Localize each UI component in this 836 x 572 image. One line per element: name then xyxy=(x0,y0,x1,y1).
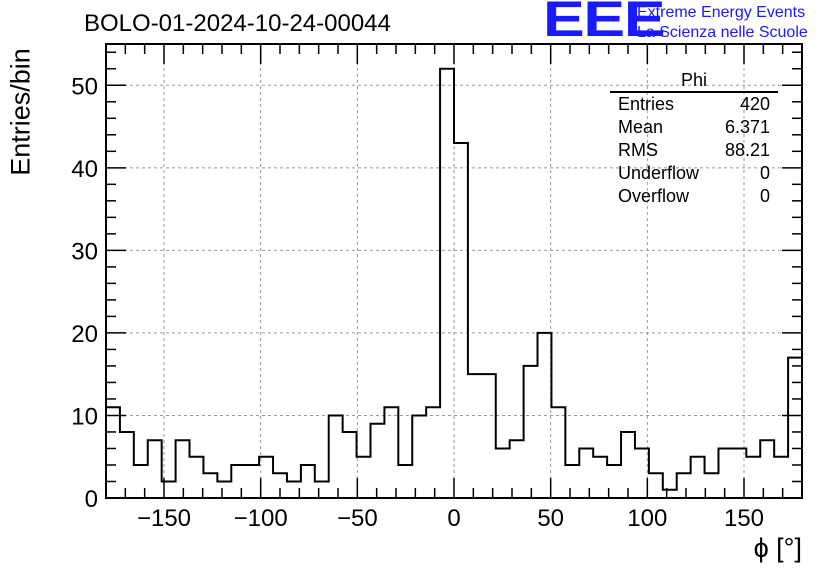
stat-value: 420 xyxy=(739,94,770,114)
histogram-bin xyxy=(440,69,454,498)
histogram-bin xyxy=(663,490,677,498)
x-tick-label: 0 xyxy=(447,505,460,532)
histogram-bin xyxy=(329,415,343,498)
histogram-bin xyxy=(398,465,412,498)
histogram-bin xyxy=(565,465,579,498)
stat-row-underflow: Underflow 0 xyxy=(610,162,778,185)
logo-line-2: La Scienza nelle Scuole xyxy=(637,24,808,41)
y-tick-label: 10 xyxy=(71,403,98,430)
histogram-bin xyxy=(524,366,538,498)
histogram-bin xyxy=(705,473,719,498)
histogram-bin xyxy=(203,473,217,498)
histogram-bin xyxy=(774,457,788,498)
stats-box: Phi Entries 420 Mean 6.371 RMS 88.21 Und… xyxy=(610,70,778,208)
histogram-bin xyxy=(468,374,482,498)
histogram-bin xyxy=(190,457,204,498)
histogram-bin xyxy=(746,457,760,498)
stat-value: 0 xyxy=(759,186,770,206)
stat-value: 88.21 xyxy=(724,140,770,160)
y-tick-label: 0 xyxy=(85,486,98,513)
x-tick-label: −150 xyxy=(137,505,191,532)
histogram-bin xyxy=(315,481,329,498)
histogram-bin xyxy=(579,448,593,498)
eee-logo: EEE xyxy=(543,0,666,47)
stat-label: Overflow xyxy=(618,186,690,206)
x-tick-label: −50 xyxy=(337,505,378,532)
histogram-bin xyxy=(482,374,496,498)
stat-label: Underflow xyxy=(618,163,700,183)
x-tick-label: 50 xyxy=(537,505,564,532)
x-axis-label: ϕ [°] xyxy=(753,533,802,563)
histogram-bin xyxy=(426,407,440,498)
stat-label: RMS xyxy=(618,140,658,160)
histogram-outline xyxy=(105,67,803,498)
histogram-bin xyxy=(788,358,802,498)
histogram-bin xyxy=(384,407,398,498)
stat-label: Mean xyxy=(618,117,664,137)
x-tick-label: 150 xyxy=(724,505,764,532)
y-tick-label: 20 xyxy=(71,321,98,348)
x-tick-label: 100 xyxy=(627,505,667,532)
histogram-bin xyxy=(106,407,120,498)
histogram-bin xyxy=(245,465,259,498)
stat-row-overflow: Overflow 0 xyxy=(610,185,778,208)
histogram-bin xyxy=(120,432,134,498)
histogram-bin xyxy=(454,143,468,498)
plot-frame xyxy=(105,43,803,499)
axis-ticks xyxy=(105,44,803,499)
histogram-bin xyxy=(677,473,691,498)
histogram-bin xyxy=(134,465,148,498)
histogram-bin xyxy=(649,473,663,498)
histogram-bin xyxy=(370,424,384,498)
stat-row-rms: RMS 88.21 xyxy=(610,139,778,162)
histogram-bin xyxy=(718,448,732,498)
histogram-bin xyxy=(760,440,774,498)
histogram-bin xyxy=(538,333,552,498)
histogram-bin xyxy=(301,465,315,498)
tick-labels: −150 −100 −50 0 50 100 150 0 10 20 30 40 50 xyxy=(71,73,764,532)
stat-value: 0 xyxy=(759,163,770,183)
histogram-bin xyxy=(593,457,607,498)
histogram-bin xyxy=(412,415,426,498)
y-tick-label: 40 xyxy=(71,156,98,183)
chart-title: BOLO-01-2024-10-24-00044 xyxy=(84,10,391,37)
stat-row-mean: Mean 6.371 xyxy=(610,116,778,139)
logo-line-1: Extreme Energy Events xyxy=(637,4,806,21)
histogram-bin xyxy=(496,448,510,498)
grid-lines xyxy=(106,44,802,498)
histogram-bin xyxy=(357,457,371,498)
histogram-bin xyxy=(231,465,245,498)
stats-box-title: Phi xyxy=(610,70,778,93)
histogram-bin xyxy=(176,440,190,498)
y-tick-label: 50 xyxy=(71,73,98,100)
histogram-bin xyxy=(691,457,705,498)
y-tick-label: 30 xyxy=(71,238,98,265)
stat-row-entries: Entries 420 xyxy=(610,93,778,116)
stat-value: 6.371 xyxy=(724,117,770,137)
histogram-bin xyxy=(148,440,162,498)
histogram-bin xyxy=(217,481,231,498)
histogram-bin xyxy=(551,407,565,498)
stat-label: Entries xyxy=(618,94,675,114)
x-tick-label: −100 xyxy=(234,505,288,532)
histogram-bin xyxy=(343,432,357,498)
